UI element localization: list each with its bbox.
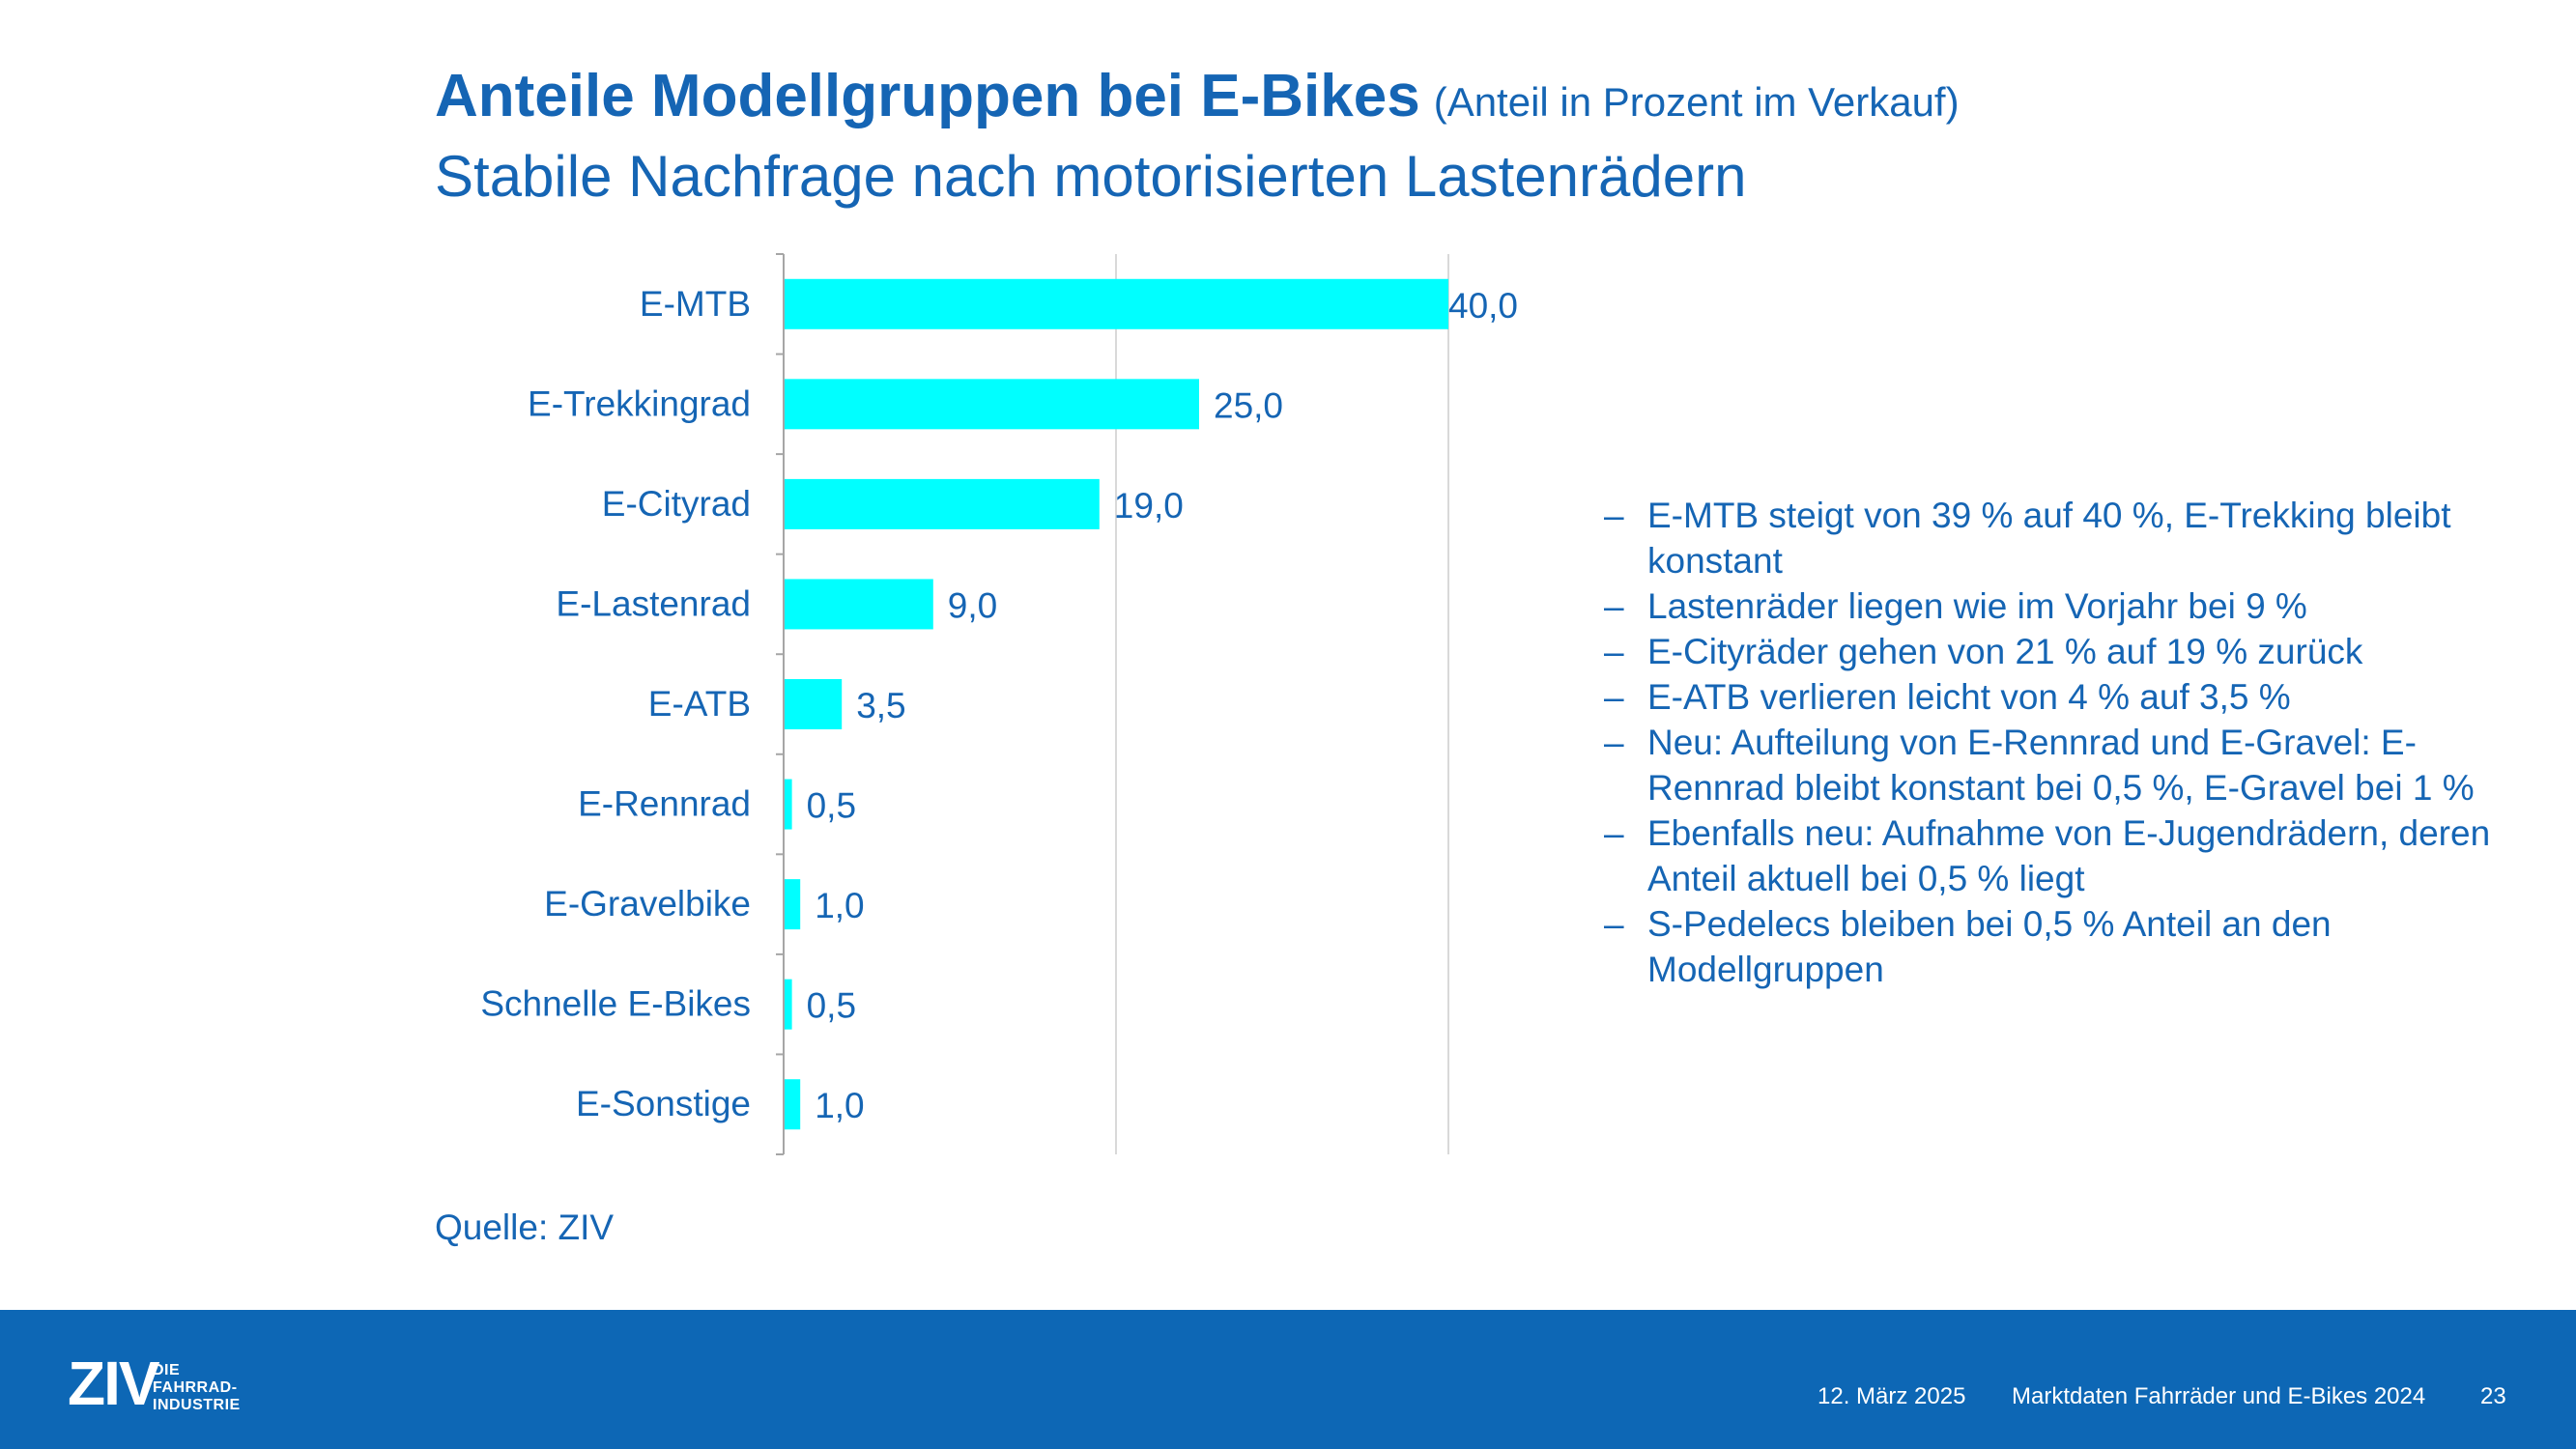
bar xyxy=(784,779,792,830)
bullet-marker: – xyxy=(1604,632,1624,671)
bullet-item: – Ebenfalls neu: Aufnahme von E-Jugendräd… xyxy=(1604,810,2532,901)
logo-subtitle: DIE FAHRRAD- INDUSTRIE xyxy=(153,1362,241,1414)
data-label: 9,0 xyxy=(948,585,997,625)
category-label: E-Lastenrad xyxy=(556,583,751,623)
bullet-marker: – xyxy=(1604,723,1624,762)
bar xyxy=(784,979,792,1030)
bullet-marker: – xyxy=(1604,496,1624,535)
data-label: 25,0 xyxy=(1214,385,1283,425)
bar xyxy=(784,679,843,729)
footer-date: 12. März 2025 xyxy=(1818,1383,1966,1409)
category-label: E-Trekkingrad xyxy=(528,384,751,423)
bullet-text: Ebenfalls neu: Aufnahme von E-Jugendräde… xyxy=(1647,813,2491,898)
bar xyxy=(784,478,1100,529)
bullet-item: – S-Pedelecs bleiben bei 0,5 % Anteil an … xyxy=(1604,901,2532,992)
footer-bar: ZIV DIE FAHRRAD- INDUSTRIE 12. März 2025… xyxy=(0,1310,2576,1449)
slide-title-note: (Anteil in Prozent im Verkauf) xyxy=(1433,79,1960,125)
logo-subtitle-line: DIE xyxy=(153,1362,181,1378)
bullet-marker: – xyxy=(1604,904,1624,944)
bullet-marker: – xyxy=(1604,677,1624,717)
data-label: 3,5 xyxy=(856,686,905,725)
category-label: E-Sonstige xyxy=(576,1084,751,1123)
slide-title: Anteile Modellgruppen bei E-Bikes xyxy=(435,63,1420,129)
bar xyxy=(784,579,933,630)
data-label: 40,0 xyxy=(1448,286,1518,326)
logo-subtitle-line: FAHRRAD- xyxy=(153,1379,238,1396)
bullet-text: E-MTB steigt von 39 % auf 40 %, E-Trekki… xyxy=(1647,496,2451,581)
bar xyxy=(784,1079,801,1130)
bullet-item: – E-Cityräder gehen von 21 % auf 19 % zur… xyxy=(1604,629,2532,674)
bullet-text: E-ATB verlieren leicht von 4 % auf 3,5 % xyxy=(1647,677,2291,717)
bullet-text: E-Cityräder gehen von 21 % auf 19 % zurü… xyxy=(1647,632,2363,671)
logo-wordmark: ZIV xyxy=(68,1354,160,1412)
data-label: 1,0 xyxy=(815,1086,864,1125)
category-label: Schnelle E-Bikes xyxy=(480,984,751,1024)
slide-subtitle: Stabile Nachfrage nach motorisierten Las… xyxy=(435,144,1747,210)
title-line: Anteile Modellgruppen bei E-Bikes (Anteil… xyxy=(435,63,2464,129)
category-label: E-Rennrad xyxy=(578,784,751,824)
data-label: 19,0 xyxy=(1114,486,1184,526)
bar xyxy=(784,278,1448,329)
bar xyxy=(784,379,1199,430)
category-label: E-Gravelbike xyxy=(544,884,751,923)
slide-header: Anteile Modellgruppen bei E-Bikes (Anteil… xyxy=(435,63,2464,210)
bullet-marker: – xyxy=(1604,813,1624,853)
bar-chart: E-MTB 40,0 E-Trekkingrad 25,0 E-Cityrad 19,0 E… xyxy=(480,253,1518,1155)
logo-subtitle-line: INDUSTRIE xyxy=(153,1397,241,1413)
bullet-item: – E-MTB steigt von 39 % auf 40 %, E-Trekk… xyxy=(1604,493,2532,583)
data-label: 1,0 xyxy=(815,886,864,925)
bullet-text: Lastenräder liegen wie im Vorjahr bei 9 … xyxy=(1647,586,2307,626)
category-label: E-MTB xyxy=(640,284,751,324)
data-label: 0,5 xyxy=(807,986,856,1026)
footer-title: Marktdaten Fahrräder und E-Bikes 2024 xyxy=(2012,1383,2426,1409)
bullet-text: S-Pedelecs bleiben bei 0,5 % Anteil an d… xyxy=(1647,904,2332,989)
bullet-marker: – xyxy=(1604,586,1624,626)
data-label: 0,5 xyxy=(807,786,856,826)
source-note: Quelle: ZIV xyxy=(435,1208,615,1247)
page-number: 23 xyxy=(2480,1383,2506,1409)
ziv-logo: ZIV xyxy=(68,1354,162,1412)
bullet-item: – Neu: Aufteilung von E-Rennrad und E-Gra… xyxy=(1604,720,2532,810)
bullet-item: – E-ATB verlieren leicht von 4 % auf 3,5 … xyxy=(1604,674,2532,720)
bullet-text: Neu: Aufteilung von E-Rennrad und E-Grav… xyxy=(1647,723,2475,808)
category-label: E-Cityrad xyxy=(602,484,751,524)
bullet-list: – E-MTB steigt von 39 % auf 40 %, E-Trekk… xyxy=(1604,493,2532,992)
category-label: E-ATB xyxy=(648,684,751,724)
bar xyxy=(784,879,801,930)
bullet-item: – Lastenräder liegen wie im Vorjahr bei 9… xyxy=(1604,583,2532,629)
